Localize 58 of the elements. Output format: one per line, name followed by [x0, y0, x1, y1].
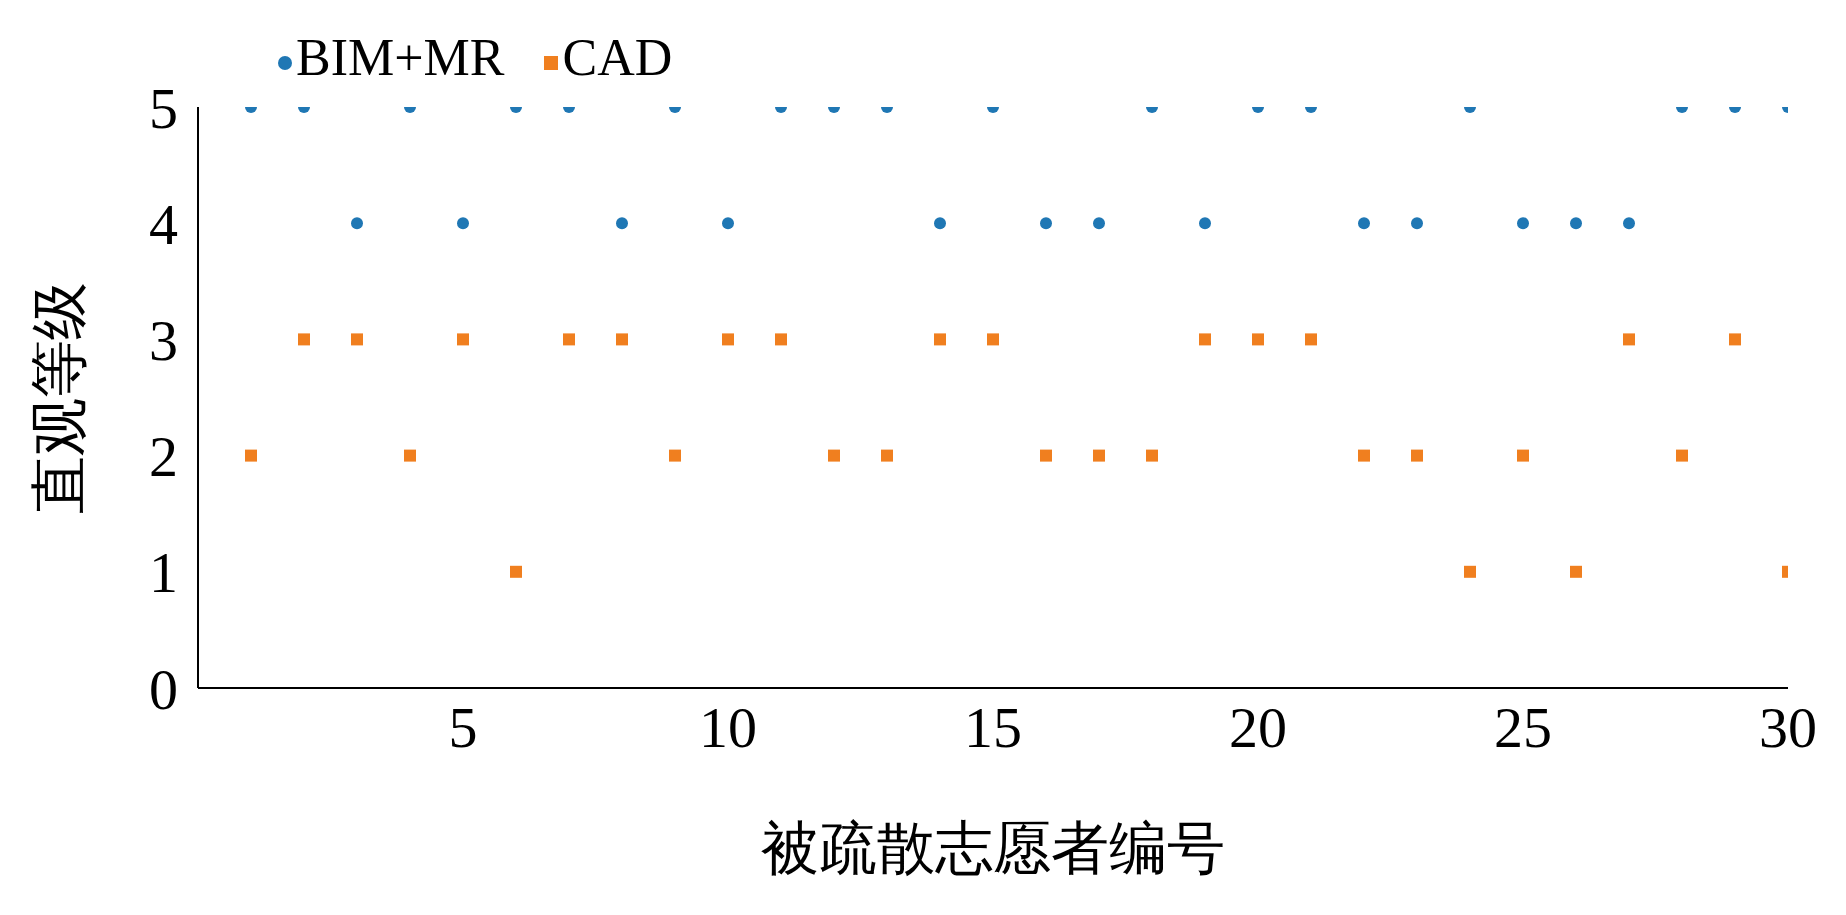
point	[669, 449, 681, 462]
point	[881, 449, 893, 462]
point	[1093, 217, 1105, 230]
point	[1623, 217, 1635, 230]
x-tick-label: 20	[1229, 695, 1287, 761]
point	[404, 449, 416, 462]
point	[934, 217, 946, 230]
point	[1199, 333, 1211, 346]
x-tick-label: 30	[1759, 695, 1817, 761]
point	[510, 565, 522, 578]
x-tick-label: 10	[699, 695, 757, 761]
point	[1517, 449, 1529, 462]
point	[1570, 217, 1582, 230]
x-tick-label: 15	[964, 695, 1022, 761]
point	[1570, 565, 1582, 578]
x-axis-title: 被疏散志愿者编号	[761, 816, 1225, 881]
point	[616, 217, 628, 230]
point	[1305, 333, 1317, 346]
point	[1411, 449, 1423, 462]
point	[1040, 217, 1052, 230]
y-tick-label: 1	[149, 540, 178, 606]
point	[245, 449, 257, 462]
point	[722, 217, 734, 230]
y-tick-label: 2	[149, 424, 178, 490]
point	[1146, 449, 1158, 462]
y-tick-label: 0	[149, 656, 178, 722]
point	[1676, 449, 1688, 462]
y-tick-label: 3	[149, 307, 178, 373]
x-tick-label: 25	[1494, 695, 1552, 761]
point	[1040, 449, 1052, 462]
point	[563, 333, 575, 346]
point	[934, 333, 946, 346]
point	[1093, 449, 1105, 462]
point	[457, 217, 469, 230]
point	[616, 333, 628, 346]
point	[775, 333, 787, 346]
point	[1358, 449, 1370, 462]
point	[1517, 217, 1529, 230]
point	[351, 333, 363, 346]
y-axis-title: 直观等级	[26, 281, 92, 514]
point	[828, 449, 840, 462]
point	[1252, 333, 1264, 346]
point	[351, 217, 363, 230]
point	[298, 333, 310, 346]
point	[1464, 565, 1476, 578]
point	[457, 333, 469, 346]
point	[1199, 217, 1211, 230]
point	[1358, 217, 1370, 230]
y-tick-label: 5	[149, 75, 178, 141]
legend-label: BIM+MR	[296, 29, 505, 86]
point	[1729, 333, 1741, 346]
point	[987, 333, 999, 346]
point	[1623, 333, 1635, 346]
y-tick-label: 4	[149, 191, 178, 257]
legend-label: CAD	[562, 29, 673, 86]
point	[722, 333, 734, 346]
point	[1411, 217, 1423, 230]
x-tick-label: 5	[448, 695, 478, 761]
